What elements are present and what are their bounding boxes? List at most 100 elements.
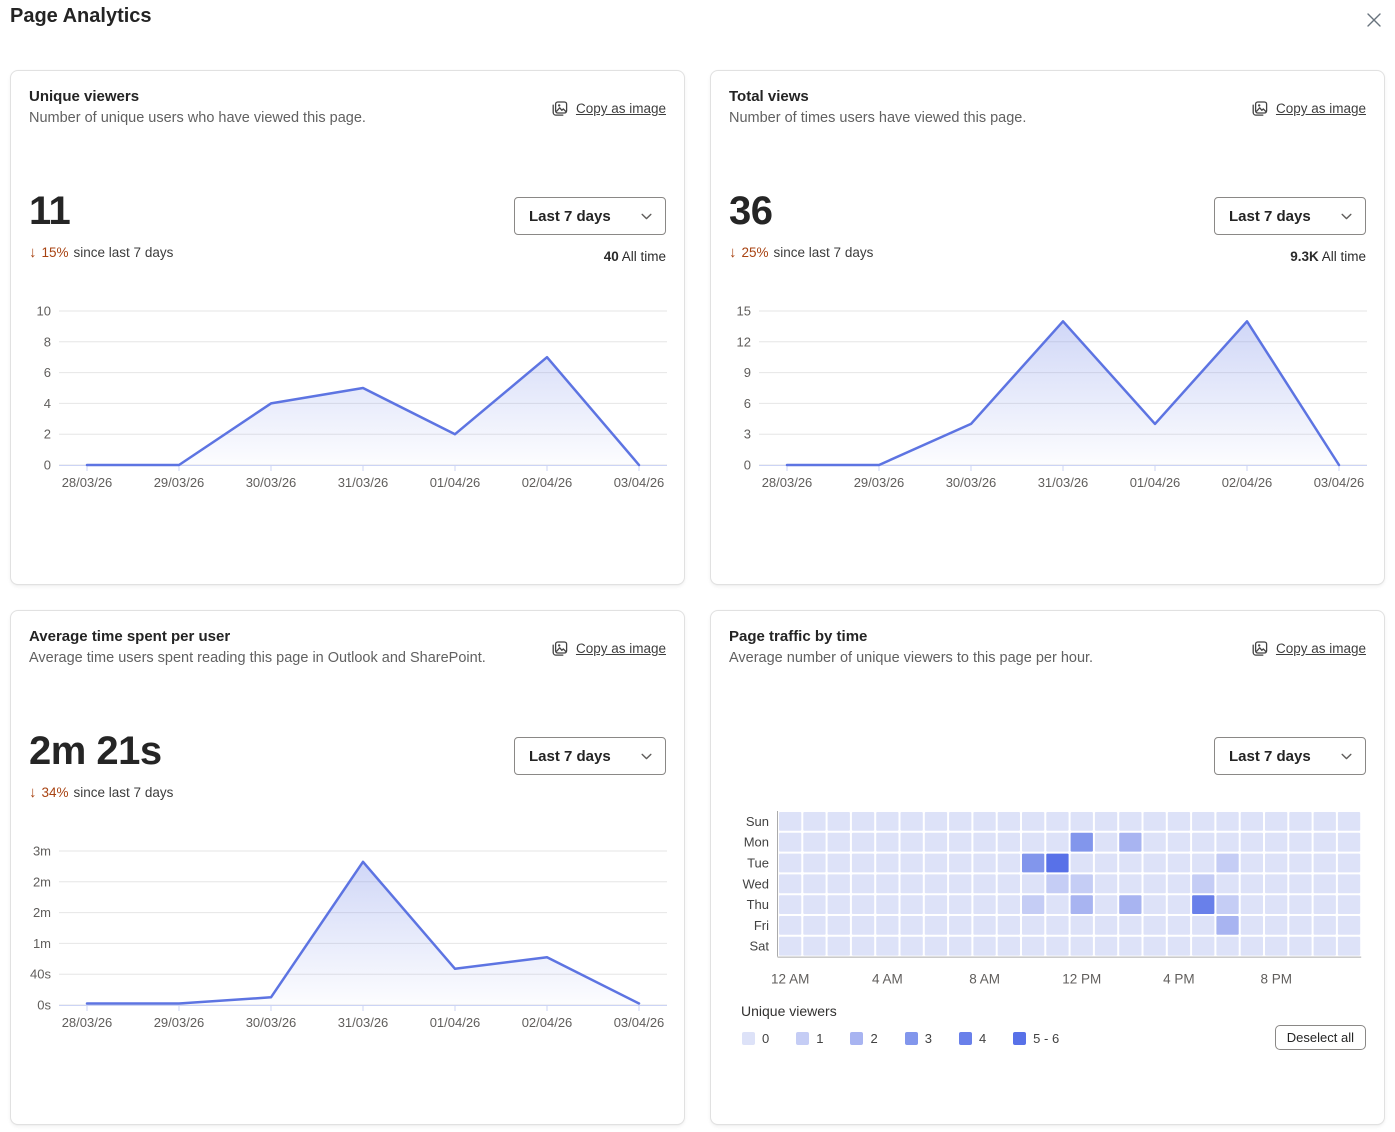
svg-text:12 AM: 12 AM <box>771 972 809 987</box>
legend-swatch <box>850 1032 864 1045</box>
time-range-value: Last 7 days <box>1229 747 1311 765</box>
chevron-down-icon <box>1341 753 1352 759</box>
svg-text:Mon: Mon <box>744 835 769 850</box>
copy-as-image-button[interactable]: Copy as image <box>1250 639 1366 658</box>
traffic-heatmap[interactable]: Sun Mon Tue Wed Thu Fri Sat 12 AM 4 AM 8 AM 12 PM 4… <box>711 805 1386 1000</box>
svg-text:9: 9 <box>744 365 751 380</box>
svg-text:30/03/26: 30/03/26 <box>946 475 997 490</box>
svg-text:12: 12 <box>737 334 751 349</box>
unique-viewers-line-chart: 0 2 4 6 8 10 28/03/26 29/03/26 30/03/26 31/03/26 0… <box>37 304 667 490</box>
svg-text:15: 15 <box>737 304 751 319</box>
svg-text:12 PM: 12 PM <box>1062 972 1101 987</box>
time-range-dropdown[interactable]: Last 7 days <box>514 737 666 775</box>
average-time-line-chart: 0s 40s 1m 2m 2m 3m 28/03/26 29/03/26 30/03/26 31/… <box>30 844 667 1030</box>
trend-down-arrow-icon: ↓ <box>29 244 37 261</box>
delta-percent: 15% <box>41 245 69 260</box>
copy-as-image-button[interactable]: Copy as image <box>550 99 666 118</box>
svg-text:31/03/26: 31/03/26 <box>338 475 389 490</box>
card-total-views: Total views Number of times users have v… <box>710 70 1385 585</box>
svg-text:10: 10 <box>37 304 51 319</box>
time-range-dropdown[interactable]: Last 7 days <box>1214 197 1366 235</box>
legend-swatch <box>904 1032 918 1045</box>
legend-item-4[interactable]: 4 <box>958 1031 987 1046</box>
svg-text:4: 4 <box>44 396 51 411</box>
legend-label: 4 <box>978 1031 987 1046</box>
close-icon <box>1367 13 1381 27</box>
trend-down-arrow-icon: ↓ <box>29 784 37 801</box>
card-title: Total views <box>729 88 809 105</box>
legend-item-3[interactable]: 3 <box>904 1031 932 1046</box>
delta-percent: 34% <box>41 785 69 800</box>
svg-text:3: 3 <box>744 427 751 442</box>
all-time-value: 40 <box>603 249 619 264</box>
legend-label: 5 - 6 <box>1033 1031 1060 1046</box>
copy-image-icon <box>1252 641 1268 656</box>
time-range-value: Last 7 days <box>529 747 611 765</box>
svg-text:0: 0 <box>744 458 751 473</box>
svg-text:02/04/26: 02/04/26 <box>522 475 573 490</box>
all-time-value: 9.3K <box>1290 249 1319 264</box>
all-time-label: All time <box>1321 249 1366 264</box>
card-title: Page traffic by time <box>729 628 868 645</box>
delta-caption: since last 7 days <box>73 785 174 800</box>
svg-text:03/04/26: 03/04/26 <box>614 475 665 490</box>
legend-item-2[interactable]: 2 <box>850 1031 878 1046</box>
svg-text:30/03/26: 30/03/26 <box>246 1015 297 1030</box>
delta-percent: 25% <box>741 245 769 260</box>
deselect-all-button[interactable]: Deselect all <box>1274 1025 1366 1050</box>
metric-delta: ↓ 34% since last 7 days <box>29 785 173 800</box>
svg-text:Sat: Sat <box>749 939 769 954</box>
legend-label: 0 <box>762 1031 770 1046</box>
svg-text:4 PM: 4 PM <box>1163 972 1195 987</box>
svg-text:40s: 40s <box>30 967 51 982</box>
card-average-time-spent: Average time spent per user Average time… <box>10 610 685 1125</box>
svg-text:31/03/26: 31/03/26 <box>1038 475 1089 490</box>
legend-item-0[interactable]: 0 <box>742 1031 769 1046</box>
svg-text:31/03/26: 31/03/26 <box>338 1015 389 1030</box>
svg-text:6: 6 <box>44 365 51 380</box>
svg-text:Wed: Wed <box>743 876 770 891</box>
svg-text:01/04/26: 01/04/26 <box>1130 475 1181 490</box>
copy-image-icon <box>552 641 568 656</box>
svg-text:3m: 3m <box>33 844 51 859</box>
legend-label: 3 <box>924 1031 932 1046</box>
metric-value: 11 <box>29 189 71 233</box>
svg-text:8 PM: 8 PM <box>1260 972 1292 987</box>
legend-swatch <box>796 1032 810 1045</box>
svg-text:Fri: Fri <box>754 918 769 933</box>
svg-text:01/04/26: 01/04/26 <box>430 1015 481 1030</box>
all-time-stat: 9.3K All time <box>1290 249 1366 264</box>
time-range-dropdown[interactable]: Last 7 days <box>1214 737 1366 775</box>
svg-text:28/03/26: 28/03/26 <box>62 475 113 490</box>
svg-text:28/03/26: 28/03/26 <box>762 475 813 490</box>
copy-as-image-button[interactable]: Copy as image <box>1250 99 1366 118</box>
all-time-label: All time <box>621 249 666 264</box>
legend-item-5-6[interactable]: 5 - 6 <box>1013 1031 1059 1046</box>
close-button[interactable] <box>1362 9 1386 33</box>
copy-as-image-button[interactable]: Copy as image <box>550 639 666 658</box>
svg-text:Sun: Sun <box>746 814 769 829</box>
heatmap-legend-title: Unique viewers <box>741 1003 837 1019</box>
copy-image-icon <box>552 101 568 116</box>
svg-text:Tue: Tue <box>747 856 769 871</box>
metric-delta: ↓ 15% since last 7 days <box>29 245 173 260</box>
legend-item-1[interactable]: 1 <box>796 1031 823 1046</box>
time-range-dropdown[interactable]: Last 7 days <box>514 197 666 235</box>
svg-text:29/03/26: 29/03/26 <box>154 1015 205 1030</box>
svg-text:2m: 2m <box>33 874 51 889</box>
chevron-down-icon <box>641 753 652 759</box>
svg-text:02/04/26: 02/04/26 <box>522 1015 573 1030</box>
metric-value: 36 <box>729 189 773 233</box>
svg-text:0: 0 <box>44 458 51 473</box>
svg-text:30/03/26: 30/03/26 <box>246 475 297 490</box>
trend-down-arrow-icon: ↓ <box>729 244 737 261</box>
metric-delta: ↓ 25% since last 7 days <box>729 245 873 260</box>
svg-text:2: 2 <box>44 427 51 442</box>
svg-text:2m: 2m <box>33 905 51 920</box>
svg-text:4 AM: 4 AM <box>872 972 903 987</box>
copy-as-image-label: Copy as image <box>1275 101 1366 116</box>
card-page-traffic-by-time: Page traffic by time Average number of u… <box>710 610 1385 1125</box>
svg-text:03/04/26: 03/04/26 <box>614 1015 665 1030</box>
delta-caption: since last 7 days <box>773 245 874 260</box>
svg-text:0s: 0s <box>37 998 51 1013</box>
